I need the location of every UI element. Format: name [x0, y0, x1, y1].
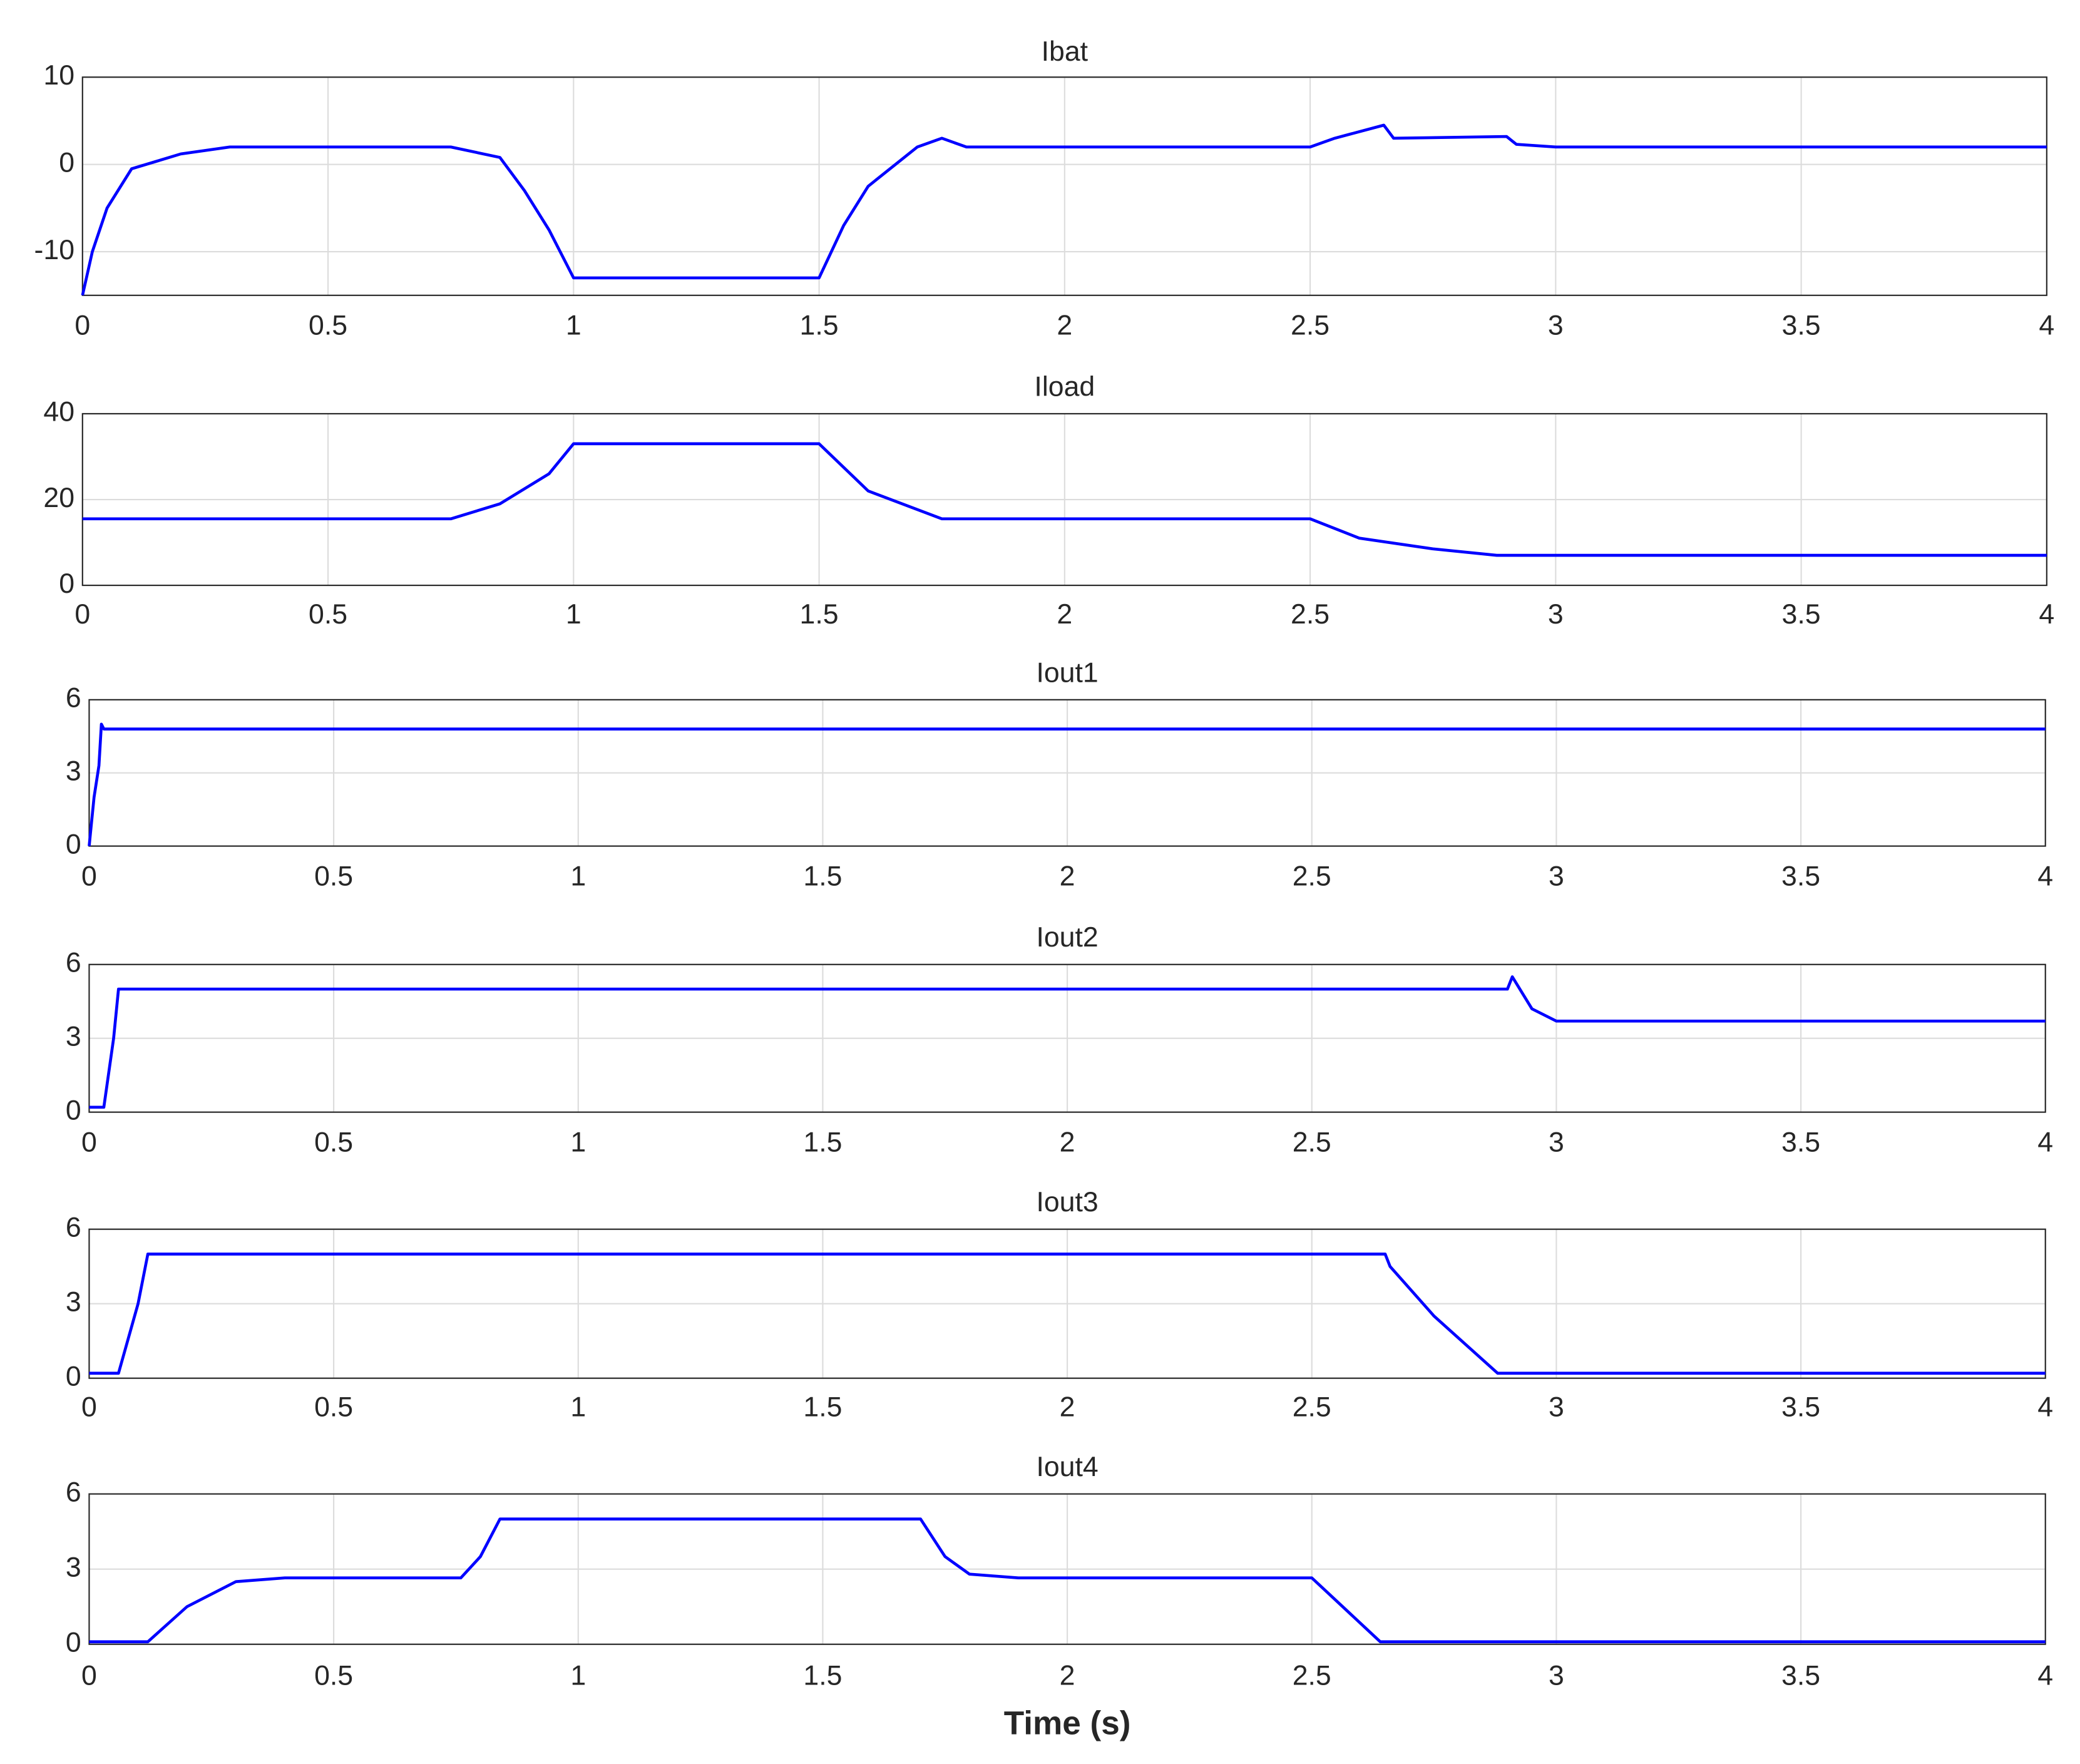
x-tick-label: 4 [2039, 310, 2054, 341]
x-tick-label: 1 [566, 310, 581, 341]
x-tick-label: 0 [81, 1661, 97, 1691]
x-tick-label: 0 [74, 599, 90, 630]
chart-title: Iout4 [1036, 1452, 1098, 1482]
x-tick-label: 2.5 [1293, 1127, 1331, 1157]
x-tick-label: 1 [570, 861, 586, 891]
y-tick-label: 0 [59, 147, 74, 178]
y-tick-label: 6 [66, 1477, 81, 1507]
x-tick-label: 2 [1060, 1392, 1075, 1422]
data-line [82, 442, 2047, 557]
y-tick-label: 3 [66, 1022, 81, 1052]
y-tick-label: 0 [66, 1095, 81, 1126]
x-axis-label: Time (s) [1004, 1705, 1131, 1741]
y-tick-label: 3 [66, 756, 81, 787]
x-tick-label: 4 [2037, 1127, 2053, 1157]
x-tick-label: 3.5 [1781, 1392, 1820, 1422]
axes-frame [88, 963, 2046, 1113]
y-tick-label: 3 [66, 1552, 81, 1582]
x-tick-label: 2 [1060, 861, 1075, 891]
y-tick-label: 3 [66, 1286, 81, 1317]
x-tick-label: 2.5 [1293, 1661, 1331, 1691]
x-tick-label: 1.5 [803, 861, 842, 891]
x-tick-label: 3.5 [1781, 861, 1820, 891]
x-tick-label: 0.5 [314, 1392, 353, 1422]
y-tick-label: 6 [66, 1212, 81, 1243]
data-line [89, 1253, 2046, 1375]
y-tick-label: 6 [66, 948, 81, 978]
y-tick-label: 0 [66, 829, 81, 859]
x-tick-label: 3 [1549, 861, 1564, 891]
axes-frame [88, 1493, 2046, 1645]
x-tick-label: 4 [2039, 599, 2054, 630]
chart-title: Iout2 [1036, 922, 1098, 953]
axes-frame [88, 699, 2046, 847]
axes-frame [81, 413, 2047, 587]
axes-frame [81, 76, 2047, 296]
x-tick-label: 2.5 [1293, 861, 1331, 891]
x-tick-label: 3 [1548, 599, 1564, 630]
data-line [89, 975, 2046, 1109]
x-tick-label: 2 [1060, 1661, 1075, 1691]
data-line [89, 1517, 2046, 1644]
x-tick-label: 3 [1548, 310, 1564, 341]
x-tick-label: 1.5 [800, 599, 839, 630]
y-tick-label: 40 [43, 397, 74, 428]
y-tick-label: 0 [66, 1628, 81, 1658]
x-tick-label: 1 [570, 1392, 586, 1422]
x-tick-label: 0.5 [309, 310, 347, 341]
x-tick-label: 1 [570, 1127, 586, 1157]
y-tick-label: 20 [43, 483, 74, 513]
x-tick-label: 0.5 [314, 1127, 353, 1157]
x-tick-label: 3 [1549, 1661, 1564, 1691]
x-tick-label: 0 [81, 1127, 97, 1157]
x-tick-label: 0.5 [309, 599, 347, 630]
x-tick-label: 1.5 [800, 310, 839, 341]
x-tick-label: 1.5 [803, 1127, 842, 1157]
y-tick-label: 6 [66, 683, 81, 714]
x-tick-label: 3.5 [1781, 1127, 1820, 1157]
axes-frame [88, 1228, 2046, 1379]
x-tick-label: 3.5 [1781, 1661, 1820, 1691]
x-tick-label: 2 [1057, 310, 1072, 341]
x-tick-label: 0.5 [314, 1661, 353, 1691]
y-tick-label: 10 [43, 60, 74, 91]
x-tick-label: 2 [1057, 599, 1072, 630]
x-tick-label: 4 [2037, 861, 2053, 891]
x-tick-label: 1.5 [803, 1392, 842, 1422]
x-tick-label: 1 [566, 599, 581, 630]
chart-title: Iload [1034, 371, 1095, 402]
chart-title: Iout3 [1036, 1187, 1098, 1218]
x-tick-label: 0 [81, 1392, 97, 1422]
y-tick-label: 0 [59, 568, 74, 599]
x-tick-label: 3.5 [1782, 599, 1821, 630]
x-tick-label: 2.5 [1291, 310, 1329, 341]
chart-title: Ibat [1042, 36, 1089, 67]
x-tick-label: 4 [2037, 1392, 2053, 1422]
x-tick-label: 3 [1549, 1392, 1564, 1422]
x-tick-label: 3.5 [1782, 310, 1821, 341]
x-tick-label: 0 [81, 861, 97, 891]
x-tick-label: 4 [2037, 1661, 2053, 1691]
x-tick-label: 3 [1549, 1127, 1564, 1157]
chart-title: Iout1 [1036, 657, 1098, 688]
x-tick-label: 1 [570, 1661, 586, 1691]
x-tick-label: 2 [1060, 1127, 1075, 1157]
y-tick-label: 0 [66, 1361, 81, 1392]
y-tick-label: -10 [34, 235, 75, 265]
x-tick-label: 0.5 [314, 861, 353, 891]
data-line [81, 123, 2047, 296]
data-line [88, 722, 2046, 846]
x-tick-label: 2.5 [1291, 599, 1329, 630]
x-tick-label: 2.5 [1293, 1392, 1331, 1422]
x-tick-label: 0 [74, 310, 90, 341]
x-tick-label: 1.5 [803, 1661, 842, 1691]
